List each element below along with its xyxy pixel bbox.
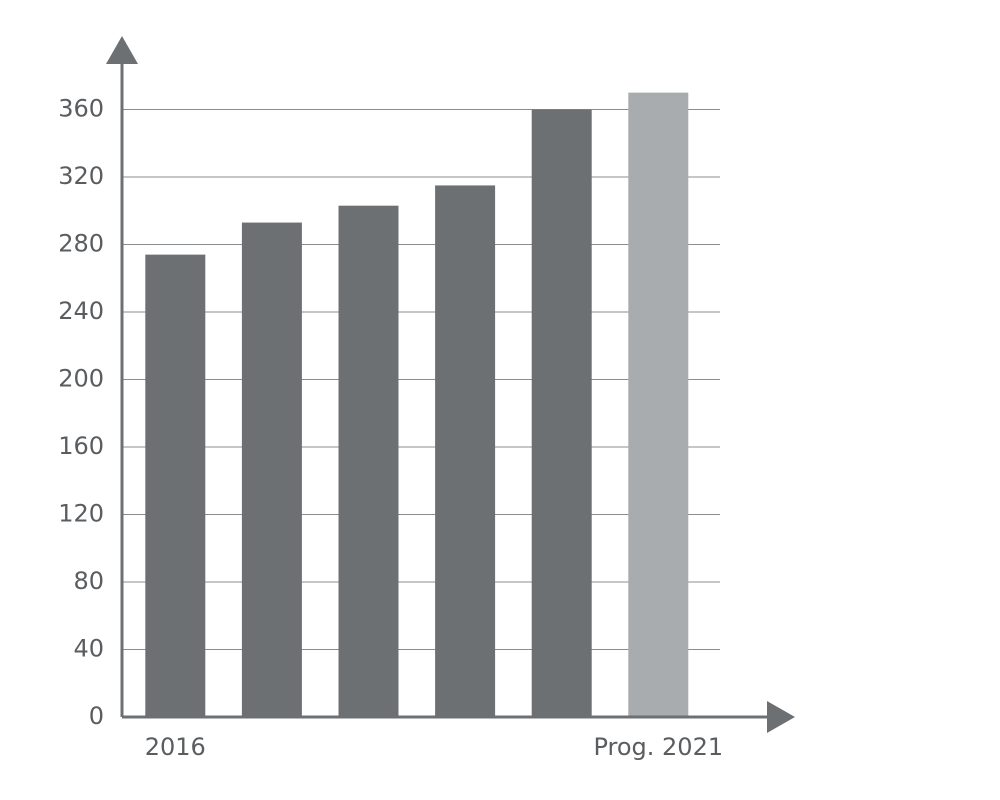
grid-layer [122, 109, 720, 718]
bar [628, 92, 689, 717]
bar-layer [145, 92, 689, 717]
y-axis-arrow [106, 36, 138, 64]
y-tick-label: 80 [73, 567, 104, 595]
bar [531, 109, 592, 717]
y-tick-label: 240 [58, 297, 104, 325]
y-tick-label: 280 [58, 230, 104, 258]
bar [338, 205, 399, 717]
y-tick-label: 320 [58, 162, 104, 190]
y-tick-label: 200 [58, 365, 104, 393]
x-axis-arrow [767, 701, 795, 733]
y-tick-label: 360 [58, 95, 104, 123]
bar [435, 185, 496, 717]
y-tick-label: 120 [58, 500, 104, 528]
bar [241, 222, 302, 717]
y-tick-label: 40 [73, 635, 104, 663]
x-tick-label: 2016 [145, 733, 206, 761]
bar [145, 254, 206, 717]
y-tick-label: 160 [58, 432, 104, 460]
x-tick-label: Prog. 2021 [593, 733, 723, 761]
y-tick-label: 0 [89, 702, 104, 730]
